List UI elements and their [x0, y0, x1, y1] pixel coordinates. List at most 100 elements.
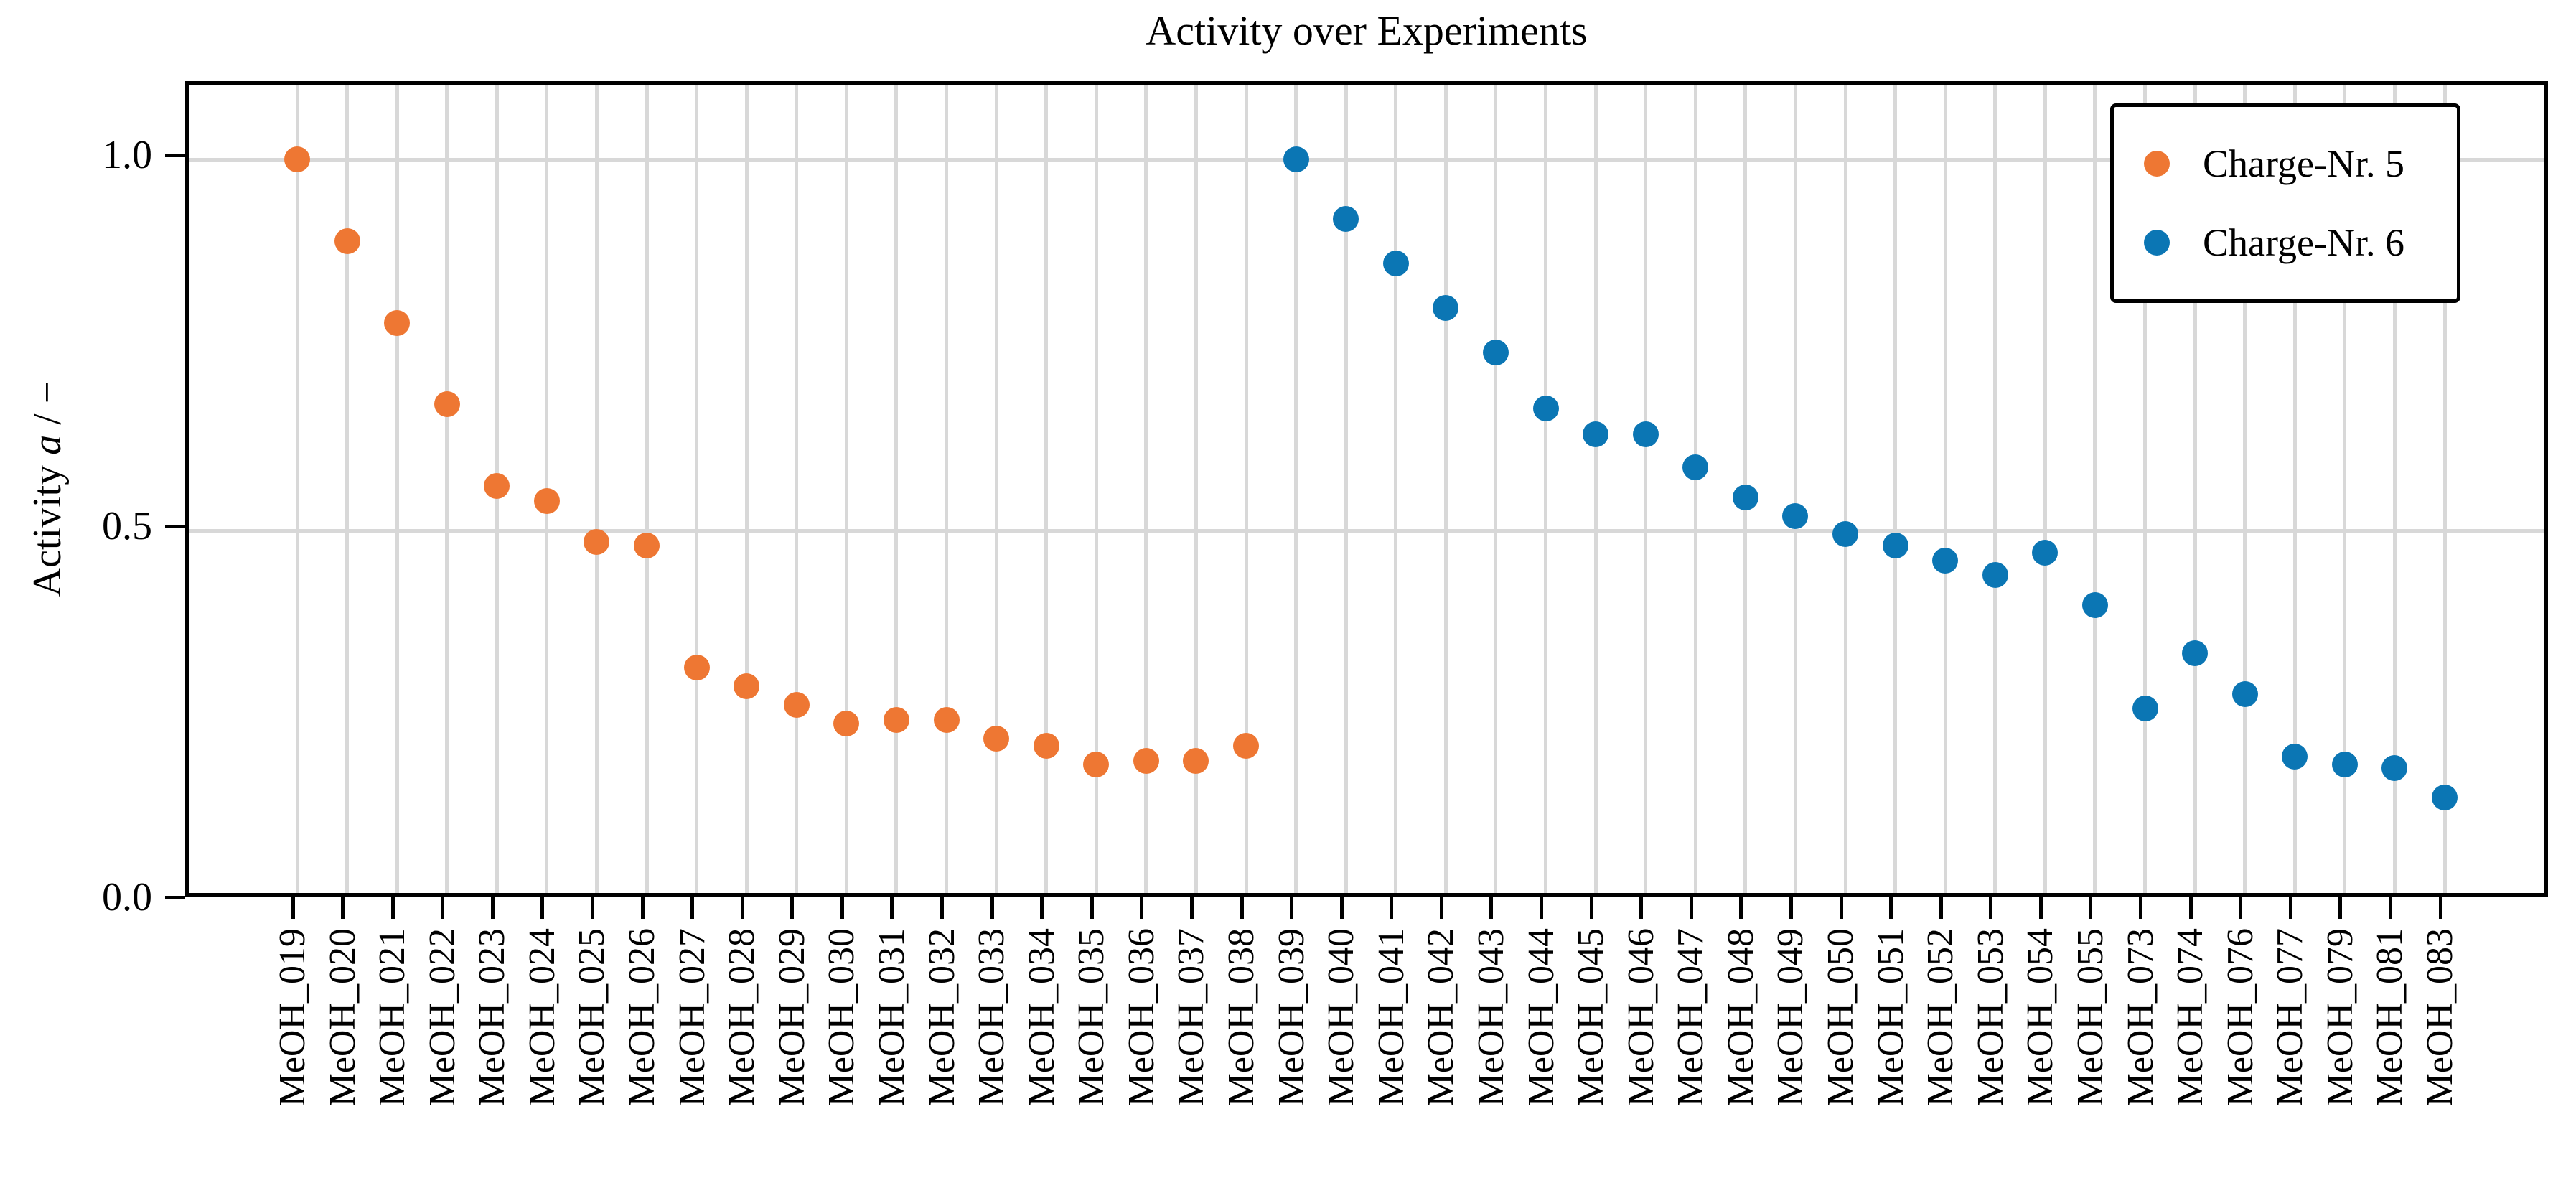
x-tick-label: MeOH_047 — [1670, 928, 1712, 1107]
x-tick-label: MeOH_051 — [1870, 928, 1911, 1107]
data-point — [1283, 146, 1309, 173]
vertical-gridline — [1893, 85, 1898, 893]
x-tick — [1889, 897, 1893, 919]
data-point — [1832, 521, 1859, 548]
x-tick-label: MeOH_019 — [272, 928, 313, 1107]
x-tick — [2038, 897, 2043, 919]
data-point — [1682, 454, 1709, 481]
x-tick-label: MeOH_038 — [1221, 928, 1263, 1107]
data-point — [284, 146, 310, 173]
data-point — [2282, 744, 2308, 770]
x-tick-label: MeOH_032 — [921, 928, 963, 1107]
x-tick — [590, 897, 594, 919]
x-tick-label: MeOH_073 — [2120, 928, 2161, 1107]
data-point — [1532, 395, 1559, 421]
vertical-gridline — [2193, 85, 2197, 893]
x-tick-label: MeOH_036 — [1120, 928, 1162, 1107]
x-tick-label: MeOH_026 — [622, 928, 663, 1107]
x-tick-label: MeOH_023 — [472, 928, 513, 1107]
x-tick-label: MeOH_040 — [1321, 928, 1362, 1107]
chart-title: Activity over Experiments — [1146, 7, 1588, 54]
y-tick-label: 0.5 — [102, 504, 152, 549]
legend-item: Charge-Nr. 6 — [2144, 220, 2457, 265]
x-tick — [1189, 897, 1194, 919]
y-tick-label: 0.0 — [102, 875, 152, 920]
x-tick-label: MeOH_034 — [1021, 928, 1062, 1107]
data-point — [1782, 502, 1809, 529]
vertical-gridline — [994, 85, 998, 893]
vertical-gridline — [1993, 85, 1997, 893]
x-tick — [441, 897, 445, 919]
x-tick-label: MeOH_083 — [2420, 928, 2460, 1107]
data-point — [1583, 421, 1609, 447]
x-tick-label: MeOH_054 — [2020, 928, 2061, 1107]
data-point — [584, 528, 610, 555]
x-tick-label: MeOH_081 — [2369, 928, 2411, 1107]
vertical-gridline — [1593, 85, 1598, 893]
y-axis-label: Activity a / − — [25, 381, 70, 597]
x-tick — [2089, 897, 2093, 919]
vertical-gridline — [2043, 85, 2047, 893]
data-point — [1732, 484, 1758, 510]
x-tick — [1639, 897, 1644, 919]
legend-marker-icon — [2144, 230, 2170, 256]
x-tick — [1140, 897, 1144, 919]
data-point — [484, 473, 510, 500]
vertical-gridline — [645, 85, 649, 893]
x-tick-label: MeOH_025 — [571, 928, 613, 1107]
x-tick — [1489, 897, 1494, 919]
x-tick — [740, 897, 744, 919]
x-tick — [1390, 897, 1394, 919]
vertical-gridline — [395, 85, 399, 893]
data-point — [2231, 680, 2258, 707]
data-point — [1632, 421, 1659, 447]
vertical-gridline — [1494, 85, 1498, 893]
x-tick — [2338, 897, 2343, 919]
data-point — [634, 532, 660, 558]
data-point — [933, 706, 960, 733]
data-point — [1382, 251, 1409, 277]
x-tick-label: MeOH_037 — [1171, 928, 1212, 1107]
x-tick — [2239, 897, 2243, 919]
x-tick-label: MeOH_029 — [771, 928, 812, 1107]
x-tick — [1339, 897, 1344, 919]
y-tick — [165, 524, 185, 528]
vertical-gridline — [795, 85, 799, 893]
vertical-gridline — [744, 85, 749, 893]
vertical-gridline — [1294, 85, 1298, 893]
x-tick — [1989, 897, 1993, 919]
y-tick — [165, 153, 185, 157]
legend-item-label: Charge-Nr. 6 — [2203, 221, 2404, 264]
vertical-gridline — [445, 85, 449, 893]
x-tick-label: MeOH_044 — [1520, 928, 1562, 1107]
data-point — [1083, 751, 1110, 777]
x-tick-label: MeOH_045 — [1570, 928, 1612, 1107]
vertical-gridline — [2292, 85, 2297, 893]
data-point — [833, 710, 860, 736]
data-point — [434, 391, 460, 418]
data-point — [2381, 754, 2408, 781]
data-point — [1482, 340, 1509, 366]
vertical-gridline — [1394, 85, 1398, 893]
x-tick-label: MeOH_031 — [871, 928, 912, 1107]
data-point — [1233, 732, 1260, 759]
vertical-gridline — [945, 85, 949, 893]
x-tick — [1789, 897, 1793, 919]
vertical-gridline — [2343, 85, 2347, 893]
x-tick — [1040, 897, 1044, 919]
x-tick — [390, 897, 395, 919]
x-tick — [1739, 897, 1743, 919]
plot-area — [185, 81, 2548, 897]
data-point — [783, 692, 810, 719]
x-tick — [790, 897, 795, 919]
vertical-gridline — [894, 85, 899, 893]
x-tick-label: MeOH_041 — [1370, 928, 1412, 1107]
x-tick — [2188, 897, 2193, 919]
data-point — [1982, 562, 2008, 589]
x-tick-label: MeOH_033 — [971, 928, 1013, 1107]
x-tick-label: MeOH_021 — [372, 928, 413, 1107]
x-tick-label: MeOH_050 — [1820, 928, 1862, 1107]
vertical-gridline — [1793, 85, 1797, 893]
x-tick — [1689, 897, 1693, 919]
